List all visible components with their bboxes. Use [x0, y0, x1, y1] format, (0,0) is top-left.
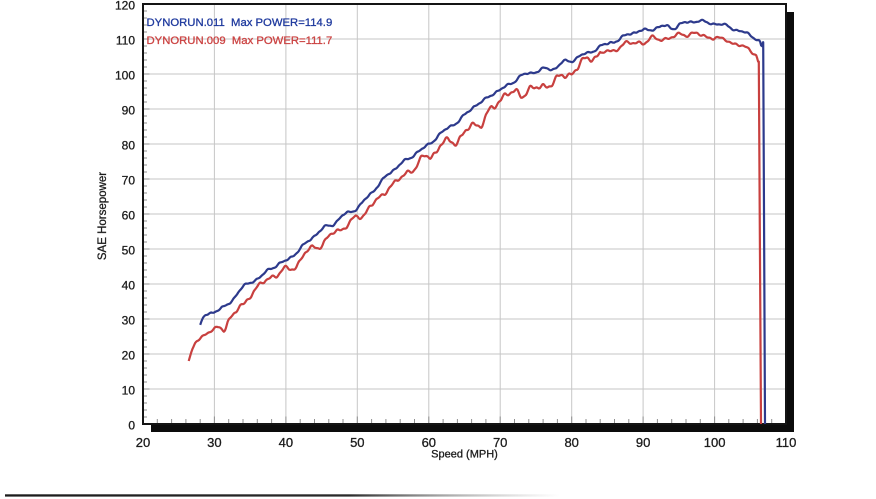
svg-text:30: 30: [122, 313, 136, 327]
svg-text:120: 120: [115, 0, 135, 12]
svg-text:40: 40: [279, 435, 293, 450]
svg-text:70: 70: [122, 173, 136, 187]
svg-text:DYNORUN.009 Max POWER=111.7: DYNORUN.009 Max POWER=111.7: [147, 35, 333, 47]
svg-text:20: 20: [122, 348, 136, 362]
svg-text:20: 20: [136, 435, 150, 450]
svg-text:110: 110: [116, 33, 135, 47]
svg-text:60: 60: [422, 435, 436, 450]
svg-text:50: 50: [122, 243, 136, 257]
svg-text:90: 90: [636, 435, 650, 450]
svg-text:90: 90: [122, 103, 136, 117]
svg-text:50: 50: [350, 435, 364, 450]
svg-text:100: 100: [704, 435, 726, 450]
svg-text:60: 60: [122, 208, 136, 222]
svg-text:0: 0: [128, 418, 135, 432]
svg-text:70: 70: [493, 435, 507, 450]
svg-text:SAE Horsepower: SAE Horsepower: [97, 172, 109, 260]
svg-text:Speed (MPH): Speed (MPH): [431, 448, 498, 460]
svg-text:DYNORUN.011 Max POWER=114.9: DYNORUN.011 Max POWER=114.9: [147, 17, 333, 29]
svg-text:80: 80: [564, 435, 578, 450]
svg-text:10: 10: [122, 383, 136, 397]
svg-text:80: 80: [122, 138, 136, 152]
svg-text:110: 110: [776, 435, 797, 450]
svg-text:100: 100: [115, 68, 135, 82]
svg-text:40: 40: [122, 278, 136, 292]
svg-text:30: 30: [207, 435, 221, 450]
